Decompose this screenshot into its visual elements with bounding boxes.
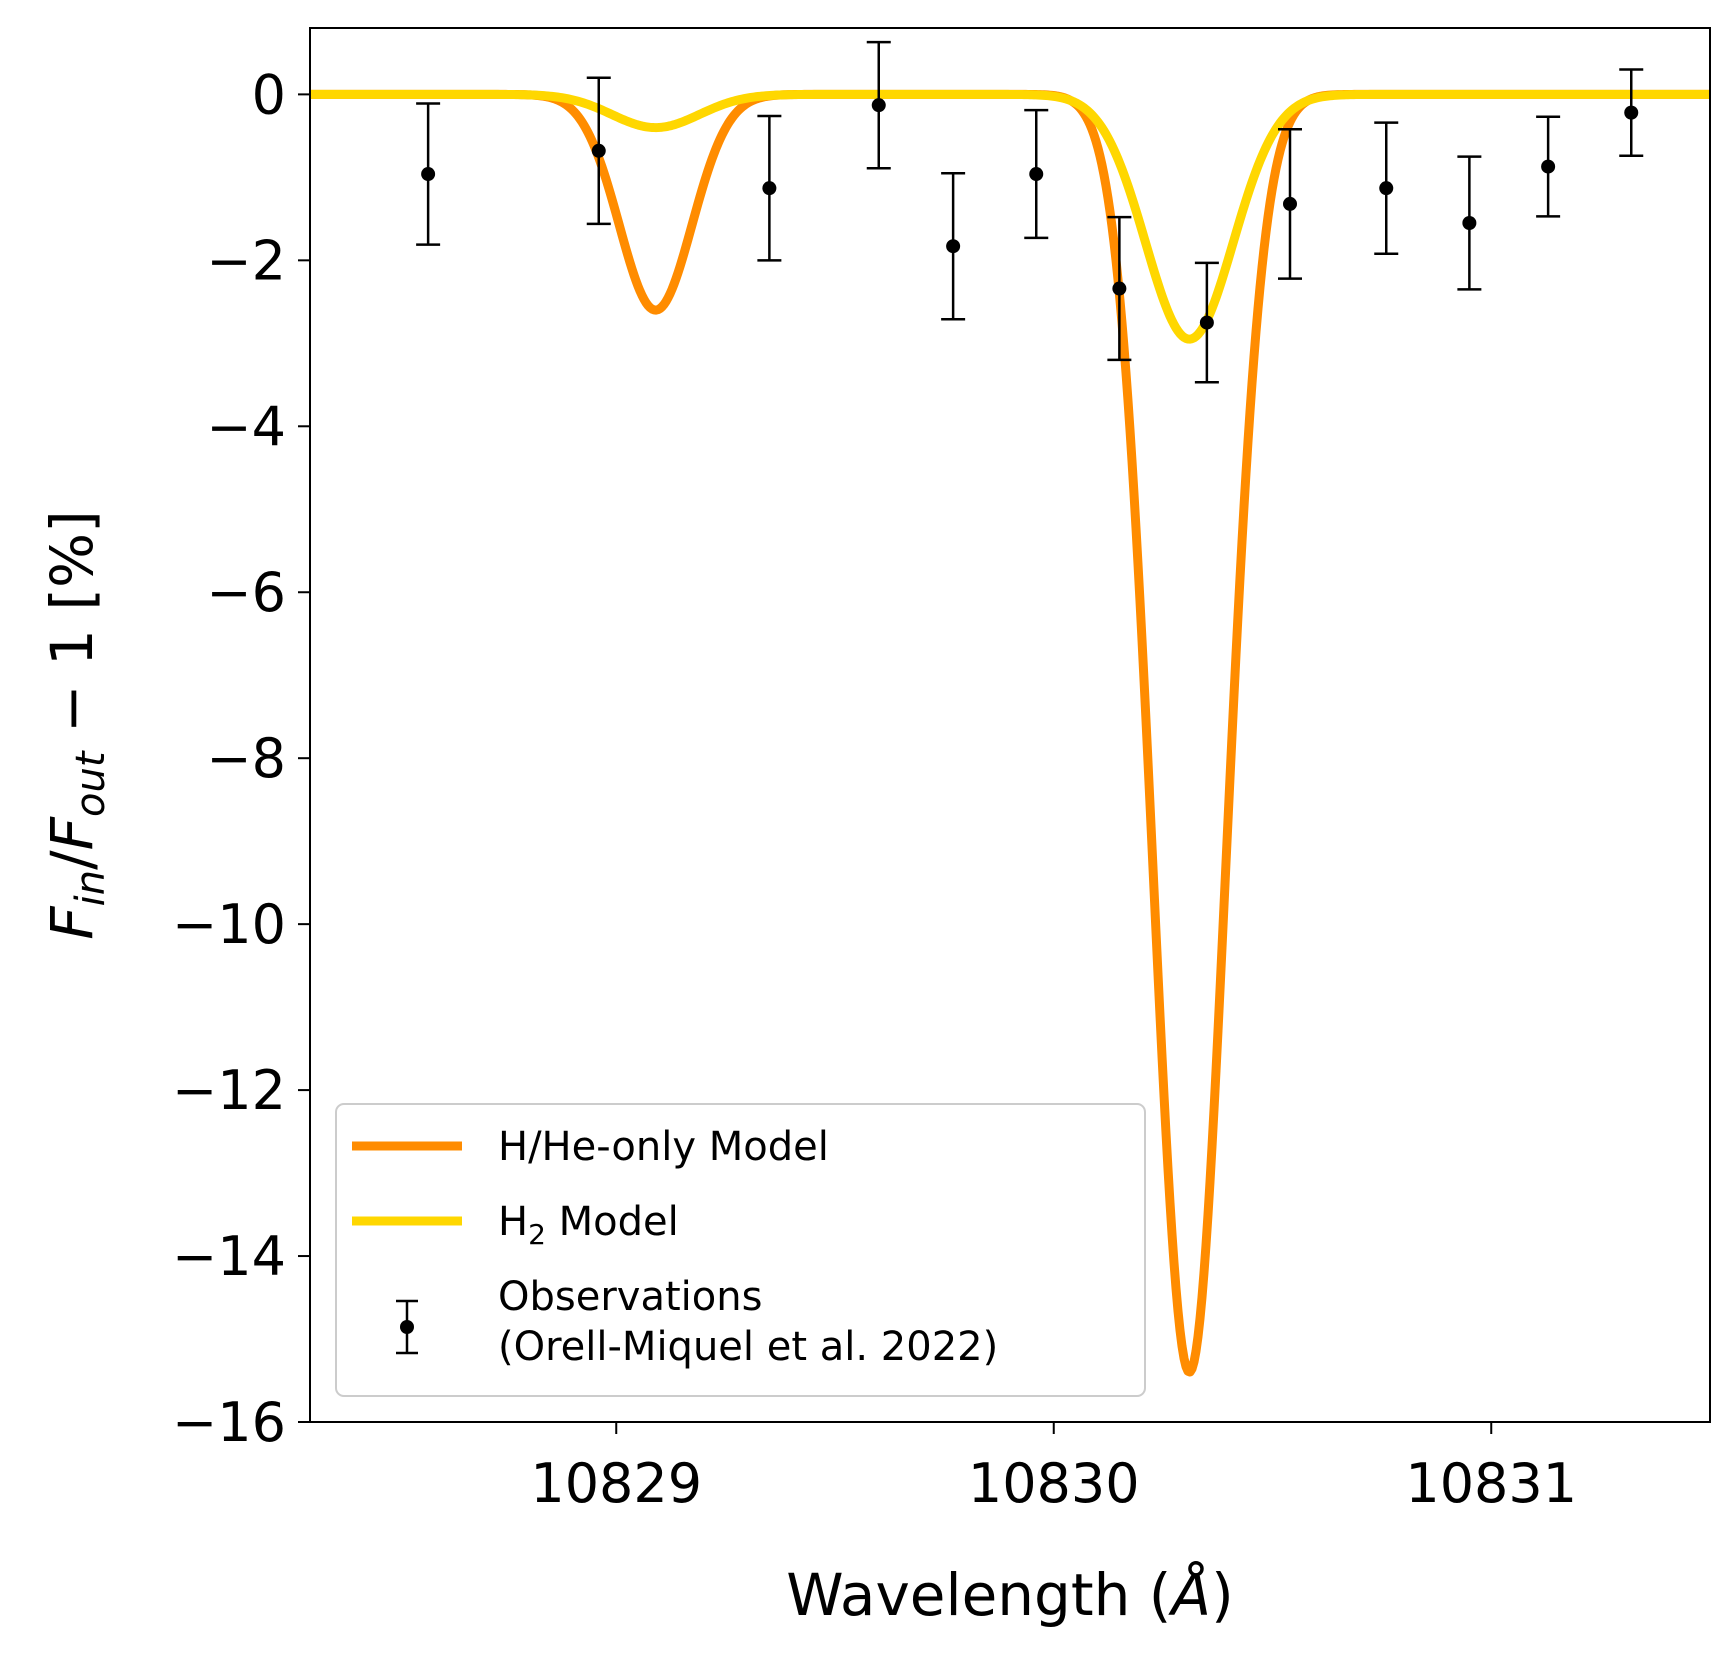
y-tick-label-3: −6 [206, 561, 286, 624]
legend-label-observations-line2: (Orell-Miquel et al. 2022) [498, 1324, 998, 1370]
legend-swatch-observations [396, 1299, 418, 1355]
legend-label-observations-line1: Observations [498, 1274, 762, 1320]
observation-point-8 [1278, 127, 1302, 280]
observation-point-4 [941, 171, 966, 321]
legend-label-h2: H2 Model [498, 1199, 679, 1251]
y-axis-label: Fin/Fout − 1 [%] [38, 510, 114, 939]
observation-point-0 [416, 102, 441, 246]
observation-point-10 [1457, 155, 1482, 291]
y-tick-label-4: −8 [206, 727, 286, 790]
legend: H/He-only Model H2 Model Observations (O… [335, 1103, 1146, 1397]
x-axis-ticks: 10829 10830 10831 [530, 1422, 1577, 1515]
legend-box [335, 1103, 1146, 1397]
y-tick-label-2: −4 [206, 395, 286, 458]
x-axis-label: Wavelength (Å) [786, 1560, 1233, 1629]
x-tick-label-2: 10831 [1405, 1452, 1577, 1515]
x-tick-label-1: 10830 [968, 1452, 1140, 1515]
observation-point-3 [866, 40, 891, 170]
y-tick-label-6: −12 [172, 1059, 286, 1122]
legend-label-hhe: H/He-only Model [498, 1124, 829, 1170]
observation-point-5 [1024, 108, 1049, 240]
y-tick-label-0: 0 [252, 63, 286, 126]
y-tick-label-8: −16 [172, 1391, 286, 1454]
series-layer [310, 89, 1710, 1377]
y-tick-label-7: −14 [172, 1225, 286, 1288]
observation-point-11 [1536, 115, 1561, 218]
observation-point-1 [586, 76, 611, 226]
observation-point-7 [1194, 261, 1219, 384]
observation-point-9 [1374, 121, 1399, 255]
observation-point-2 [757, 114, 782, 262]
series-line-h2 [310, 89, 1710, 344]
y-tick-label-1: −2 [206, 229, 286, 292]
plot-frame [309, 27, 1711, 1423]
observation-point-6 [1107, 215, 1132, 362]
x-tick-label-0: 10829 [530, 1452, 702, 1515]
observations-layer [416, 40, 1644, 384]
observation-point-12 [1619, 68, 1644, 158]
y-tick-label-5: −10 [172, 893, 286, 956]
y-axis-ticks: 0 −2 −4 −6 −8 −10 −12 −14 −16 [172, 63, 310, 1454]
